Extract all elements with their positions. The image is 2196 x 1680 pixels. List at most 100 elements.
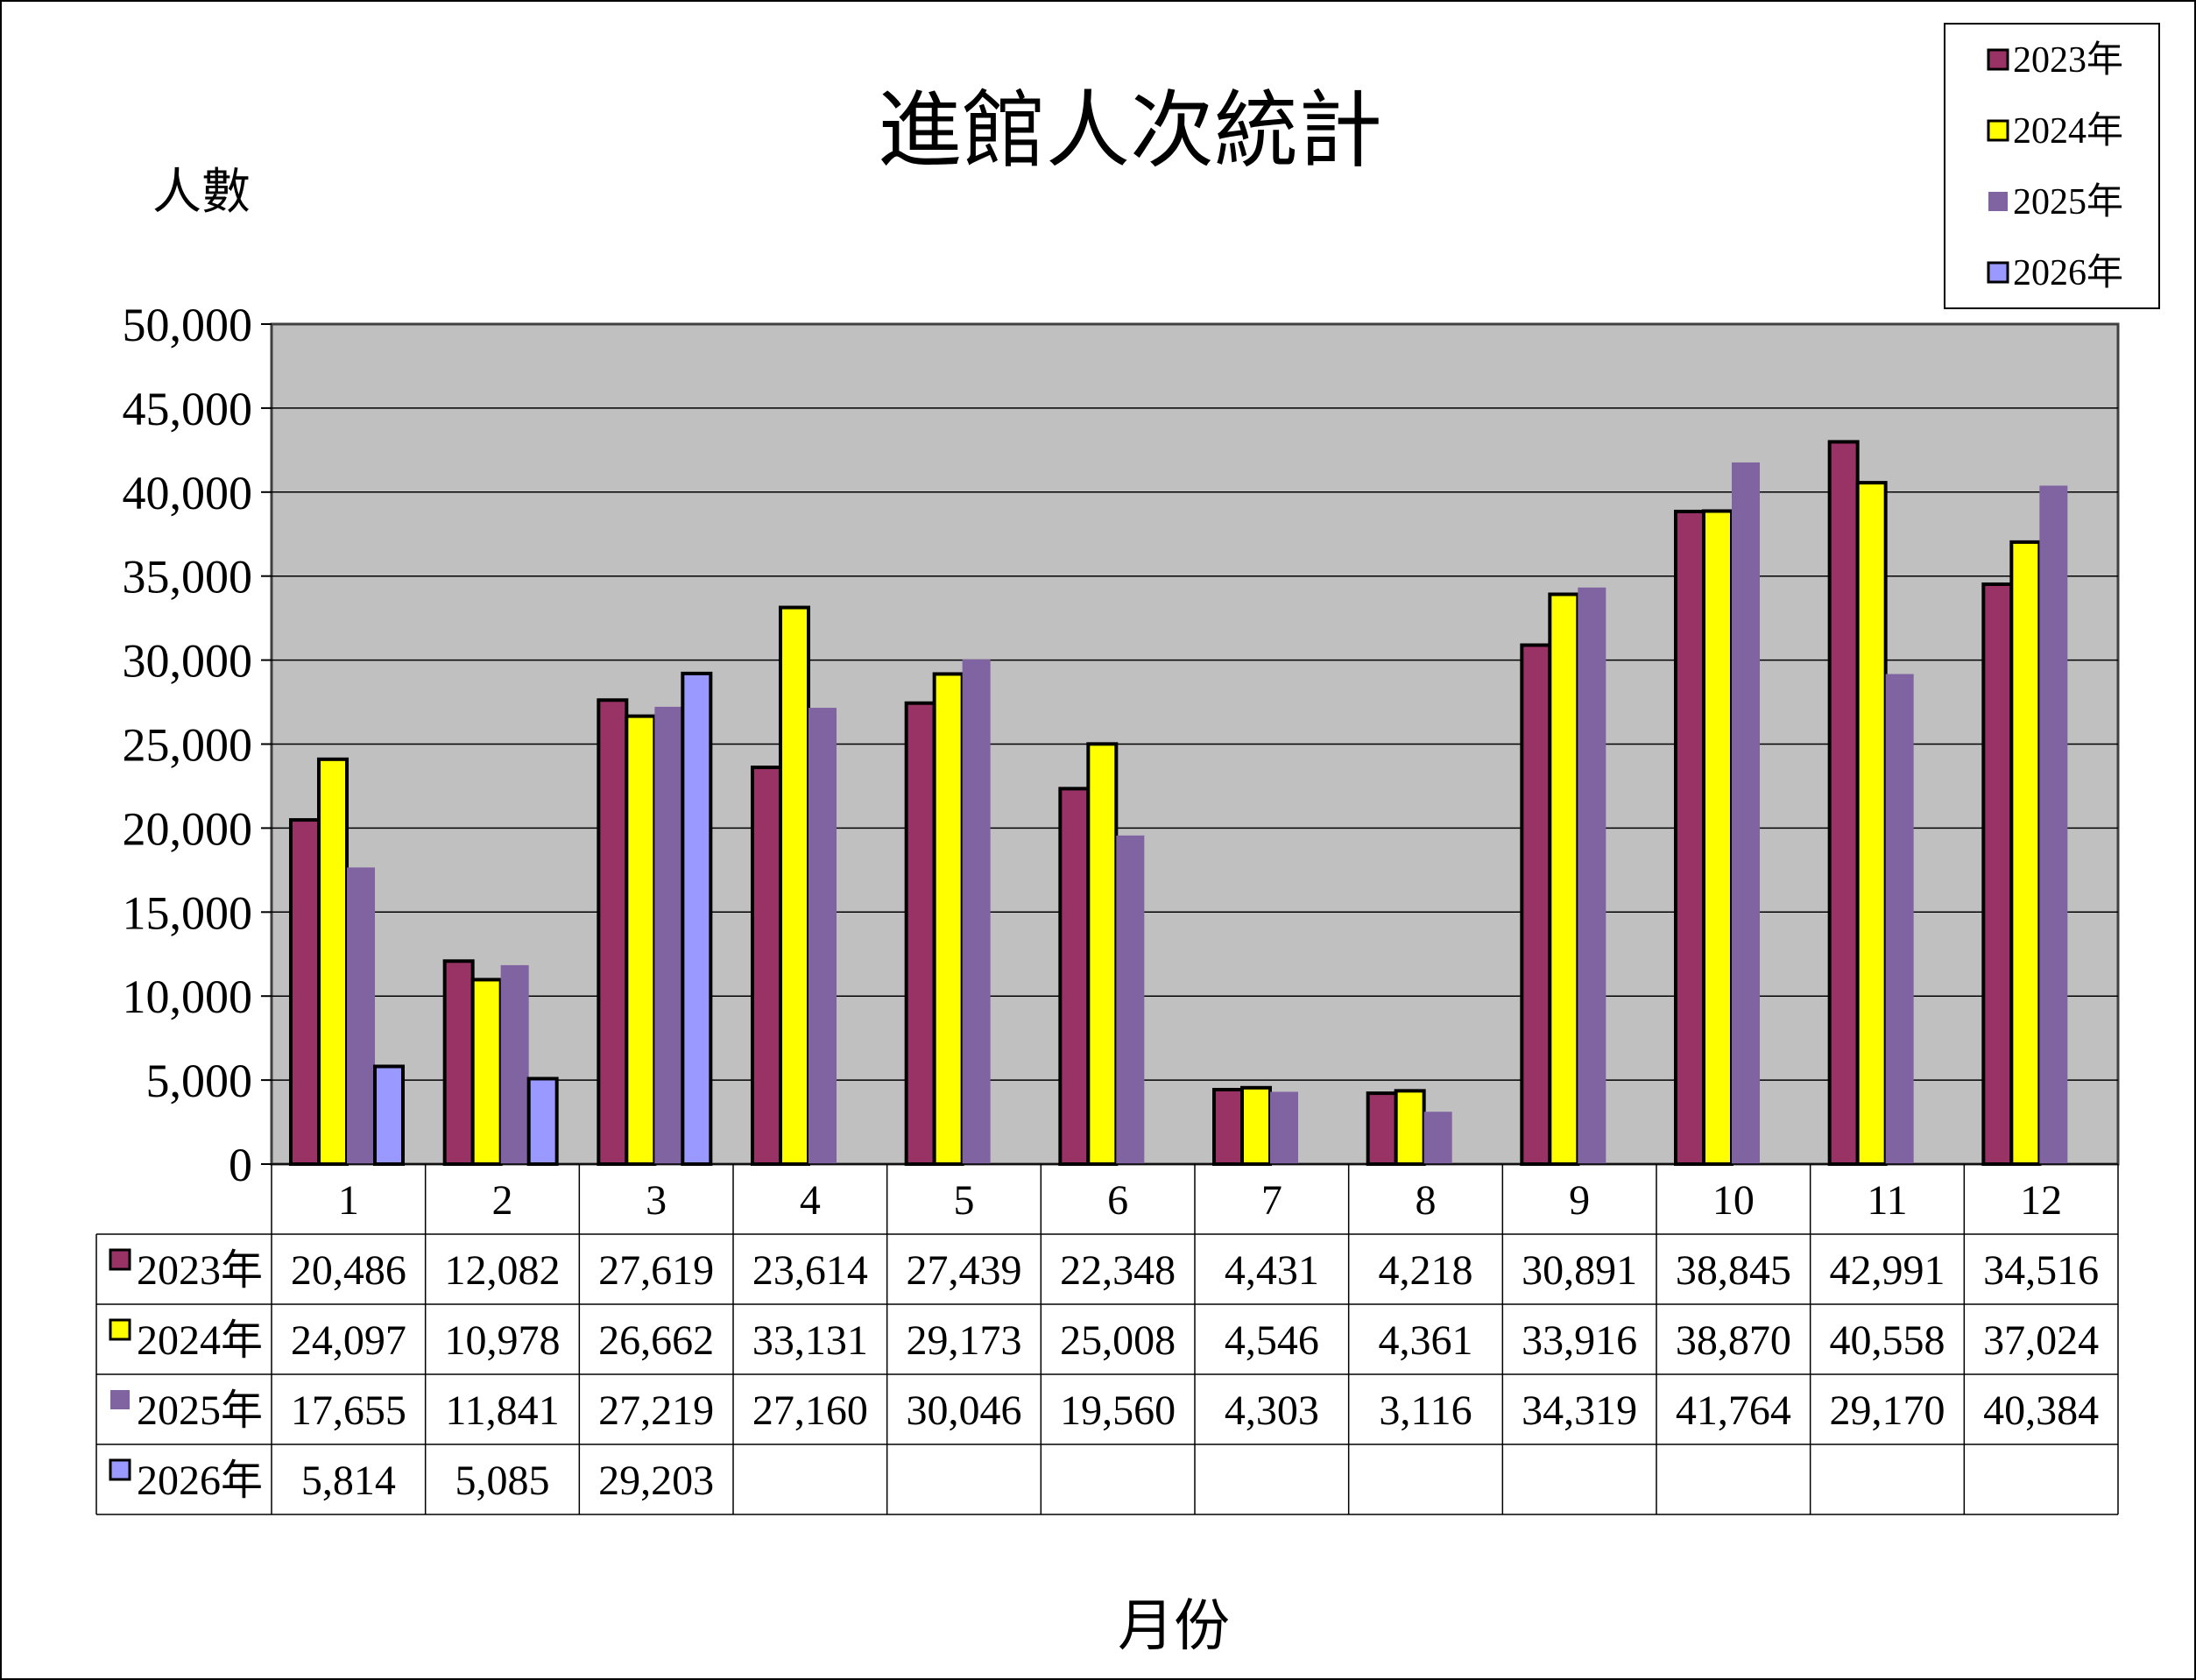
table-cell: 3,116 <box>1379 1387 1472 1434</box>
bar-2023年-11 <box>1827 440 1860 1166</box>
table-legend-key <box>110 1390 130 1409</box>
y-tick-label: 40,000 <box>123 467 253 519</box>
table-cell: 22,348 <box>1060 1247 1176 1294</box>
table-row-label: 2026年 <box>137 1458 263 1504</box>
legend-label: 2024年 <box>2013 110 2123 152</box>
table-cell: 20,486 <box>291 1247 406 1294</box>
y-tick-label: 20,000 <box>123 802 253 855</box>
table-cell: 27,439 <box>907 1247 1022 1294</box>
legend-box <box>1944 23 2160 309</box>
bar-2025年-8 <box>1423 1112 1452 1164</box>
x-axis-label: 月份 <box>1118 1595 1230 1657</box>
chart-title: 進館人次統計 <box>878 84 1382 178</box>
x-tick-label: 2 <box>492 1177 513 1224</box>
legend-key <box>1987 119 2009 142</box>
table-cell: 38,870 <box>1676 1317 1791 1364</box>
bar-2024年-5 <box>932 672 964 1166</box>
legend-label: 2025年 <box>2013 181 2123 222</box>
table-cell: 19,560 <box>1060 1387 1176 1434</box>
table-cell: 27,219 <box>598 1387 714 1434</box>
bar-2023年-1 <box>289 818 321 1166</box>
table-cell: 34,319 <box>1522 1387 1637 1434</box>
table-cell: 12,082 <box>445 1247 561 1294</box>
bar-2023年-8 <box>1366 1091 1398 1166</box>
bar-2025年-6 <box>1116 835 1145 1164</box>
x-tick-label: 12 <box>2020 1177 2062 1224</box>
x-tick-label: 6 <box>1107 1177 1128 1224</box>
x-tick-label: 3 <box>646 1177 667 1224</box>
bar-2024年-11 <box>1855 481 1888 1166</box>
table-cell: 4,361 <box>1379 1317 1473 1364</box>
table-cell: 4,218 <box>1379 1247 1473 1294</box>
y-axis-label: 人數 <box>152 166 251 220</box>
table-cell: 29,173 <box>907 1317 1022 1364</box>
bar-2023年-7 <box>1212 1088 1244 1167</box>
bar-2024年-7 <box>1240 1085 1272 1167</box>
table-cell: 29,170 <box>1830 1387 1945 1434</box>
table-cell: 38,845 <box>1676 1247 1791 1294</box>
x-tick-label: 10 <box>1712 1177 1755 1224</box>
x-tick-label: 8 <box>1416 1177 1437 1224</box>
table-cell: 26,662 <box>598 1317 714 1364</box>
legend-key <box>1987 48 2009 71</box>
bar-2026年-2 <box>526 1076 559 1167</box>
table-cell: 4,303 <box>1225 1387 1319 1434</box>
table-cell: 40,384 <box>1983 1387 2099 1434</box>
x-tick-label: 4 <box>800 1177 821 1224</box>
table-cell: 17,655 <box>291 1387 406 1434</box>
x-tick-label: 11 <box>1867 1177 1907 1224</box>
table-cell: 10,978 <box>445 1317 561 1364</box>
table-cell: 4,546 <box>1225 1317 1319 1364</box>
table-row-label: 2023年 <box>137 1247 263 1294</box>
legend-label: 2023年 <box>2013 39 2123 81</box>
table-legend-key <box>109 1318 131 1341</box>
legend-key <box>1988 192 2008 211</box>
bar-2025年-12 <box>2039 485 2068 1164</box>
bar-2023年-10 <box>1674 509 1705 1166</box>
table-cell: 34,516 <box>1983 1247 2099 1294</box>
legend: 2023年 2024年 2025年 2026年 <box>1944 23 2160 309</box>
y-axis: 0 5,000 10,000 15,000 20,000 25,000 30,000 35,0… <box>123 299 272 1191</box>
table-cell: 4,431 <box>1225 1247 1319 1294</box>
table-row-label: 2024年 <box>137 1317 263 1364</box>
bar-2025年-3 <box>654 706 683 1164</box>
x-tick-label: 1 <box>338 1177 359 1224</box>
table-cell: 27,619 <box>598 1247 714 1294</box>
bar-2025年-4 <box>808 708 837 1164</box>
y-tick-label: 15,000 <box>123 886 253 939</box>
bars <box>289 440 2068 1167</box>
table-cell: 11,841 <box>445 1387 559 1434</box>
table-cell: 25,008 <box>1060 1317 1176 1364</box>
bar-2024年-2 <box>470 978 503 1167</box>
table-cell: 41,764 <box>1676 1387 1791 1434</box>
bar-2023年-4 <box>751 766 782 1167</box>
x-tick-label: 5 <box>954 1177 975 1224</box>
y-tick-label: 50,000 <box>123 299 253 351</box>
gridlines <box>272 407 2118 1081</box>
table-cell: 5,085 <box>455 1458 550 1504</box>
y-tick-label: 45,000 <box>123 383 253 435</box>
bar-2024年-4 <box>779 605 810 1166</box>
table-legend-key <box>109 1458 131 1481</box>
bar-2026年-3 <box>681 671 713 1166</box>
x-tick-label: 9 <box>1569 1177 1590 1224</box>
table-cell: 33,131 <box>752 1317 868 1364</box>
table-cell: 27,160 <box>752 1387 868 1434</box>
bar-2025年-11 <box>1885 674 1914 1164</box>
bar-2026年-1 <box>373 1064 405 1166</box>
bar-2023年-3 <box>597 698 629 1166</box>
bar-2024年-12 <box>2009 540 2042 1166</box>
y-tick-label: 30,000 <box>123 635 253 688</box>
bar-2024年-3 <box>625 714 657 1167</box>
table-legend-key <box>109 1248 131 1271</box>
x-tick-label: 7 <box>1261 1177 1282 1224</box>
y-tick-label: 25,000 <box>123 719 253 772</box>
bar-2023年-12 <box>1981 582 2014 1166</box>
bar-2025年-2 <box>500 964 529 1164</box>
table-cell: 30,046 <box>907 1387 1022 1434</box>
y-tick-label: 0 <box>229 1139 252 1191</box>
table-cell: 30,891 <box>1522 1247 1637 1294</box>
bar-2025年-5 <box>962 659 991 1164</box>
